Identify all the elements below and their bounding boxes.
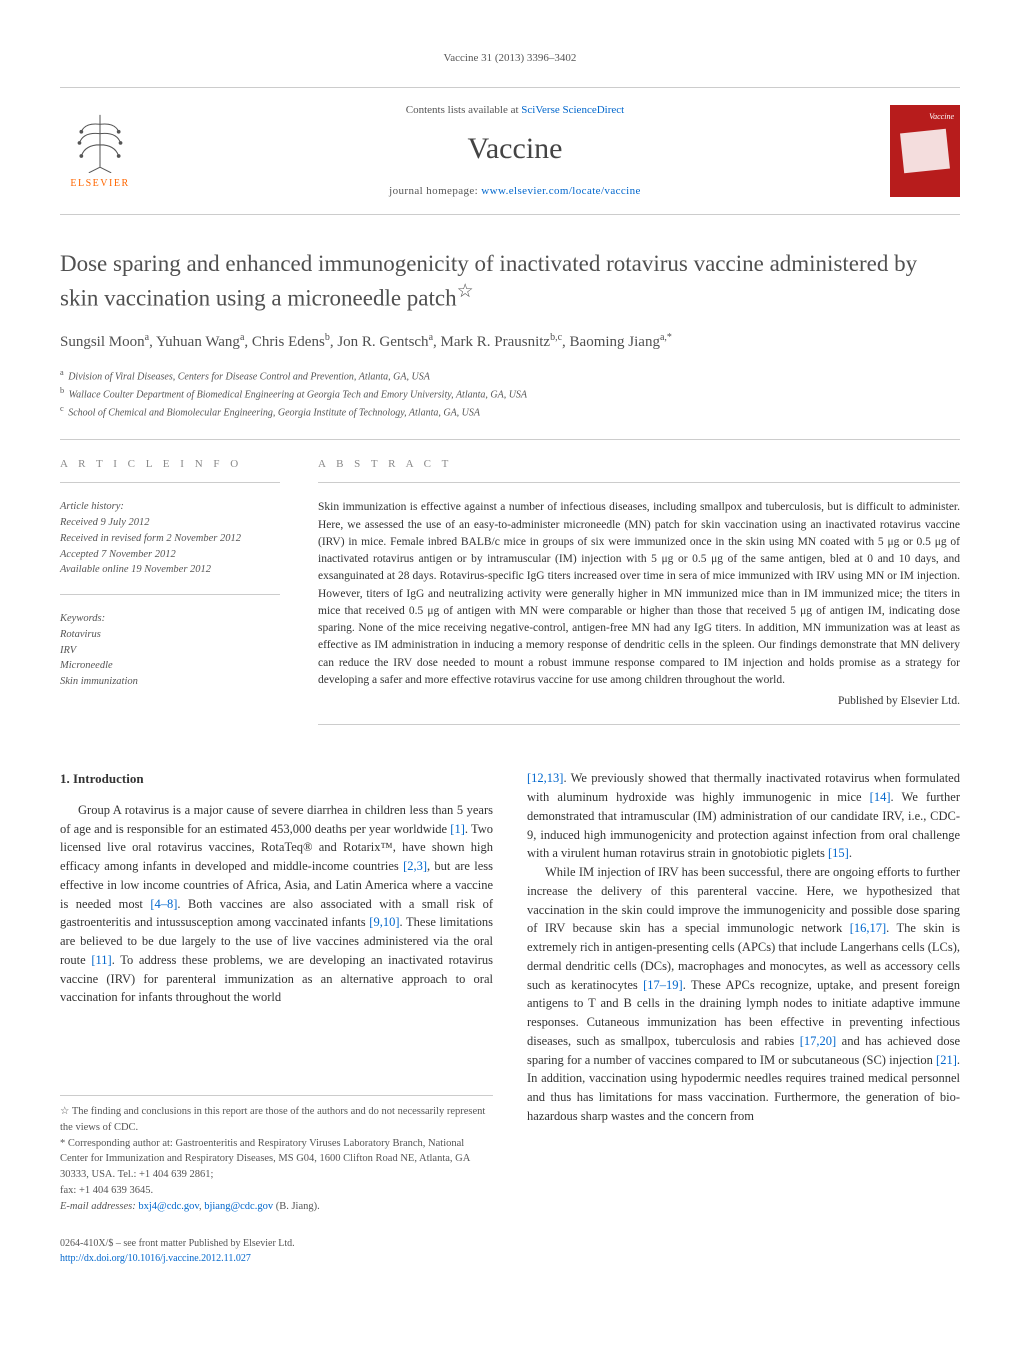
affiliation-c: c School of Chemical and Biomolecular En… xyxy=(60,403,960,421)
footnote-email: E-mail addresses: bxj4@cdc.gov, bjiang@c… xyxy=(60,1199,493,1215)
elsevier-logo: ELSEVIER xyxy=(60,106,140,196)
intro-paragraph-1: Group A rotavirus is a major cause of se… xyxy=(60,801,493,1007)
article-title-text: Dose sparing and enhanced immunogenicity… xyxy=(60,251,917,311)
title-footnote-marker: ☆ xyxy=(457,281,474,302)
info-divider xyxy=(60,594,280,595)
history-online: Available online 19 November 2012 xyxy=(60,562,280,578)
article-history: Article history: Received 9 July 2012 Re… xyxy=(60,499,280,578)
journal-cover-thumbnail: Vaccine xyxy=(890,105,960,197)
issn-line: 0264-410X/$ – see front matter Published… xyxy=(60,1236,960,1251)
abstract-bottom-divider xyxy=(318,724,960,725)
footer-metadata: 0264-410X/$ – see front matter Published… xyxy=(60,1236,960,1266)
contents-available-line: Contents lists available at SciVerse Sci… xyxy=(140,102,890,119)
keyword: Microneedle xyxy=(60,658,280,674)
sciencedirect-link[interactable]: SciVerse ScienceDirect xyxy=(521,104,624,116)
ref-link[interactable]: [21] xyxy=(936,1053,957,1067)
journal-homepage-link[interactable]: www.elsevier.com/locate/vaccine xyxy=(481,185,641,197)
affiliation-a: a Division of Viral Diseases, Centers fo… xyxy=(60,367,960,385)
ref-link[interactable]: [16,17] xyxy=(850,921,886,935)
footnotes: ☆ The finding and conclusions in this re… xyxy=(60,1095,493,1214)
body-two-column: 1. Introduction Group A rotavirus is a m… xyxy=(60,769,960,1214)
journal-header-banner: ELSEVIER Contents lists available at Sci… xyxy=(60,87,960,215)
ref-link[interactable]: [12,13] xyxy=(527,771,563,785)
doi-link[interactable]: http://dx.doi.org/10.1016/j.vaccine.2012… xyxy=(60,1253,251,1264)
ref-link[interactable]: [11] xyxy=(91,953,111,967)
section-divider xyxy=(60,439,960,440)
keyword: IRV xyxy=(60,643,280,659)
keywords-block: Keywords: Rotavirus IRV Microneedle Skin… xyxy=(60,611,280,690)
email-label: E-mail addresses: xyxy=(60,1201,138,1212)
email-link-1[interactable]: bxj4@cdc.gov xyxy=(138,1201,199,1212)
article-title: Dose sparing and enhanced immunogenicity… xyxy=(60,249,960,314)
ref-link[interactable]: [1] xyxy=(450,822,465,836)
affiliation-b: b Wallace Coulter Department of Biomedic… xyxy=(60,385,960,403)
author-list: Sungsil Moona, Yuhuan Wanga, Chris Edens… xyxy=(60,330,960,354)
intro-paragraph-3: While IM injection of IRV has been succe… xyxy=(527,863,960,1126)
elsevier-tree-icon xyxy=(72,111,128,173)
ref-link[interactable]: [17–19] xyxy=(643,978,683,992)
abstract-heading: A B S T R A C T xyxy=(318,456,960,473)
history-revised: Received in revised form 2 November 2012 xyxy=(60,531,280,547)
introduction-heading: 1. Introduction xyxy=(60,769,493,789)
keyword: Skin immunization xyxy=(60,674,280,690)
history-received: Received 9 July 2012 xyxy=(60,515,280,531)
body-column-right: [12,13]. We previously showed that therm… xyxy=(527,769,960,1214)
history-accepted: Accepted 7 November 2012 xyxy=(60,547,280,563)
keywords-label: Keywords: xyxy=(60,611,280,627)
elsevier-wordmark: ELSEVIER xyxy=(70,176,129,191)
intro-paragraph-2: [12,13]. We previously showed that therm… xyxy=(527,769,960,863)
article-info-panel: A R T I C L E I N F O Article history: R… xyxy=(60,456,280,742)
footnote-disclaimer: ☆ The finding and conclusions in this re… xyxy=(60,1104,493,1136)
history-label: Article history: xyxy=(60,499,280,515)
email-link-2[interactable]: bjiang@cdc.gov xyxy=(204,1201,273,1212)
keyword: Rotavirus xyxy=(60,627,280,643)
ref-link[interactable]: [4–8] xyxy=(150,897,177,911)
body-column-left: 1. Introduction Group A rotavirus is a m… xyxy=(60,769,493,1214)
affiliations: a Division of Viral Diseases, Centers fo… xyxy=(60,367,960,420)
header-citation: Vaccine 31 (2013) 3396–3402 xyxy=(60,50,960,67)
ref-link[interactable]: [2,3] xyxy=(403,859,427,873)
journal-homepage-line: journal homepage: www.elsevier.com/locat… xyxy=(140,183,890,200)
cover-label: Vaccine xyxy=(929,111,954,123)
ref-link[interactable]: [14] xyxy=(870,790,891,804)
ref-link[interactable]: [15] xyxy=(828,846,849,860)
journal-name: Vaccine xyxy=(140,126,890,171)
homepage-prefix: journal homepage: xyxy=(389,185,481,197)
footnote-fax: fax: +1 404 639 3645. xyxy=(60,1183,493,1199)
abstract-divider xyxy=(318,482,960,483)
footnote-corresponding: * Corresponding author at: Gastroenterit… xyxy=(60,1136,493,1183)
abstract-panel: A B S T R A C T Skin immunization is eff… xyxy=(318,456,960,742)
ref-link[interactable]: [9,10] xyxy=(369,915,399,929)
abstract-text: Skin immunization is effective against a… xyxy=(318,499,960,689)
ref-link[interactable]: [17,20] xyxy=(800,1034,836,1048)
article-info-heading: A R T I C L E I N F O xyxy=(60,456,280,473)
info-divider xyxy=(60,482,280,483)
contents-prefix: Contents lists available at xyxy=(406,104,521,116)
abstract-publisher-line: Published by Elsevier Ltd. xyxy=(318,693,960,710)
